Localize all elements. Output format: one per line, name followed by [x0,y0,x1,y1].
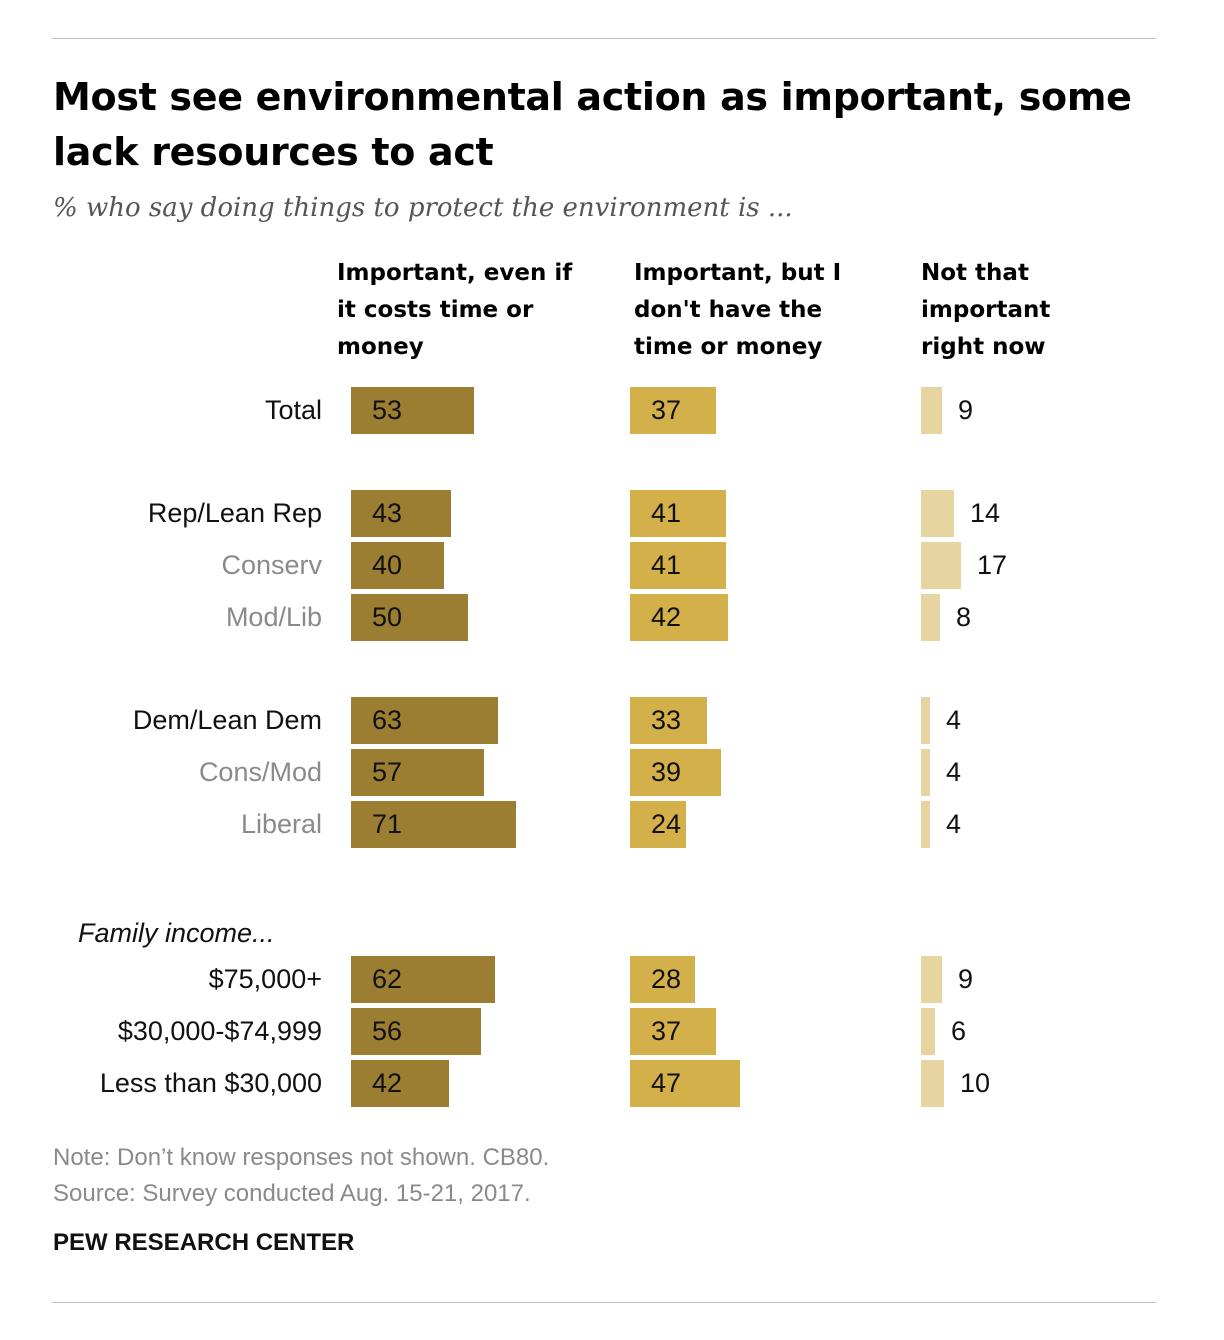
bar-important-even-if-costs-dem-lean-dem [351,697,498,744]
value-label-important-no-time-money-cons-mod: 39 [651,757,682,787]
value-label-important-even-if-costs-30-000-74-999: 56 [372,1016,403,1046]
bar-important-even-if-costs-liberal [351,801,516,848]
row-label-rep-lean-rep: Rep/Lean Rep [147,498,322,528]
column-header-not-important: Not that important right now [921,260,1051,360]
value-label-important-no-time-money-mod-lib: 42 [651,602,682,632]
row-label-mod-lib: Mod/Lib [225,602,322,632]
value-label-important-no-time-money-liberal: 24 [651,809,682,839]
top-rule [52,38,1156,39]
note-text: Note: Don’t know responses not shown. CB… [53,1144,550,1171]
bar-important-even-if-costs-conserv [351,542,444,589]
row-label-liberal: Liberal [240,809,322,839]
bar-not-important-30-000-74-999 [921,1008,935,1055]
bar-not-important-less-than-30-000 [921,1060,944,1107]
value-label-not-important-dem-lean-dem: 4 [946,705,962,735]
source-text: Source: Survey conducted Aug. 15-21, 201… [53,1180,531,1207]
pew-research-center-logo-text: PEW RESEARCH CENTER [53,1229,355,1256]
bar-important-no-time-money-rep-lean-rep [630,490,726,537]
value-label-important-no-time-money-conserv: 41 [651,550,682,580]
bar-important-even-if-costs-less-than-30-000 [351,1060,449,1107]
value-label-important-even-if-costs-75-000: 62 [372,964,403,994]
value-label-important-no-time-money-75-000: 28 [651,964,682,994]
value-label-important-no-time-money-rep-lean-rep: 41 [651,498,682,528]
value-label-important-even-if-costs-less-than-30-000: 42 [372,1068,403,1098]
value-label-not-important-cons-mod: 4 [946,757,962,787]
bar-not-important-liberal [921,801,930,848]
value-label-not-important-conserv: 17 [977,550,1008,580]
value-label-important-no-time-money-30-000-74-999: 37 [651,1016,682,1046]
bar-not-important-cons-mod [921,749,930,796]
value-label-important-no-time-money-dem-lean-dem: 33 [651,705,682,735]
value-label-not-important-liberal: 4 [946,809,962,839]
bar-important-even-if-costs-75-000 [351,956,495,1003]
value-label-important-even-if-costs-total: 53 [372,395,403,425]
bar-important-even-if-costs-cons-mod [351,749,484,796]
bar-important-even-if-costs-rep-lean-rep [351,490,451,537]
row-label-cons-mod: Cons/Mod [198,757,322,787]
bar-not-important-mod-lib [921,594,940,641]
row-label-less-than-30-000: Less than $30,000 [99,1068,322,1098]
bottom-rule [52,1302,1156,1303]
bar-not-important-conserv [921,542,961,589]
bar-important-no-time-money-dem-lean-dem [630,697,707,744]
value-label-important-no-time-money-total: 37 [651,395,682,425]
bar-not-important-rep-lean-rep [921,490,954,537]
value-label-not-important-total: 9 [958,395,974,425]
chart-subtitle: % who say doing things to protect the en… [53,193,793,223]
row-label-dem-lean-dem: Dem/Lean Dem [132,705,322,735]
bar-important-even-if-costs-mod-lib [351,594,468,641]
row-label-30-000-74-999: $30,000-$74,999 [117,1016,322,1046]
value-label-important-no-time-money-less-than-30-000: 47 [651,1068,682,1098]
value-label-not-important-mod-lib: 8 [956,602,972,632]
column-header-important-no-time-money: Important, but I don't have the time or … [634,260,842,360]
value-label-important-even-if-costs-conserv: 40 [372,550,403,580]
column-header-important-even-if-costs: Important, even if it costs time or mone… [337,260,573,360]
bar-not-important-dem-lean-dem [921,697,930,744]
bar-not-important-75-000 [921,956,942,1003]
value-label-important-even-if-costs-rep-lean-rep: 43 [372,498,403,528]
row-label-conserv: Conserv [221,550,322,580]
value-label-important-even-if-costs-liberal: 71 [372,809,403,839]
family-income-group-label: Family income... [78,918,275,948]
value-label-not-important-rep-lean-rep: 14 [970,498,1001,528]
value-label-not-important-less-than-30-000: 10 [960,1068,991,1098]
bar-important-no-time-money-75-000 [630,956,695,1003]
bar-important-no-time-money-30-000-74-999 [630,1008,716,1055]
bar-important-no-time-money-cons-mod [630,749,721,796]
row-label-total: Total [264,395,322,425]
bar-important-no-time-money-total [630,387,716,434]
value-label-not-important-30-000-74-999: 6 [951,1016,967,1046]
bar-important-even-if-costs-30-000-74-999 [351,1008,481,1055]
value-label-not-important-75-000: 9 [958,964,974,994]
bar-important-no-time-money-mod-lib [630,594,728,641]
bar-important-no-time-money-less-than-30-000 [630,1060,740,1107]
bar-important-no-time-money-liberal [630,801,686,848]
value-label-important-even-if-costs-dem-lean-dem: 63 [372,705,403,735]
chart-title: Most see environmental action as importa… [53,75,1132,174]
row-label-75-000: $75,000+ [208,964,322,994]
bar-important-no-time-money-conserv [630,542,726,589]
bar-important-even-if-costs-total [351,387,474,434]
value-label-important-even-if-costs-mod-lib: 50 [372,602,403,632]
bar-not-important-total [921,387,942,434]
value-label-important-even-if-costs-cons-mod: 57 [372,757,403,787]
